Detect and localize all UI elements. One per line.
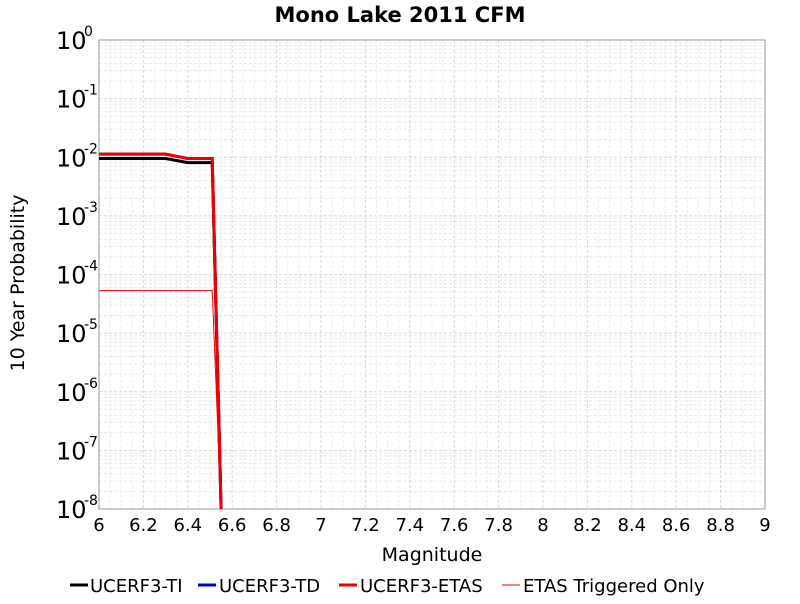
y-tick-label: 10-8 [56, 493, 98, 524]
x-axis-label: Magnitude [382, 544, 483, 566]
x-tick-label: 9 [759, 515, 770, 536]
x-tick-label: 6 [93, 515, 104, 536]
series-line-ucerf3-etas [99, 152, 223, 510]
x-tick-label: 6.8 [262, 515, 291, 536]
y-tick-label: 10-2 [56, 141, 98, 172]
y-tick-exponent: -1 [84, 83, 98, 99]
legend-item: UCERF3-ETAS [339, 576, 483, 597]
x-tick-label: 8.2 [573, 515, 602, 536]
y-tick-label: 10-1 [56, 83, 98, 114]
y-tick-exponent: -7 [84, 434, 98, 450]
y-tick-label: 10-6 [56, 376, 98, 407]
chart-title: Mono Lake 2011 CFM [275, 3, 526, 27]
y-axis-label: 10 Year Probability [7, 195, 29, 372]
y-tick-exponent: -2 [84, 141, 98, 157]
legend: UCERF3-TI UCERF3-TD UCERF3-ETAS ETAS Trigge… [70, 576, 705, 597]
y-tick-label: 10-7 [56, 434, 98, 465]
y-tick-label: 100 [56, 24, 93, 55]
x-axis-ticks: 6 6.2 6.4 6.6 6.8 7 7.2 7.4 7.6 7.8 8 8.2 8.4 8.6 8.8 9 [93, 515, 770, 536]
legend-label: ETAS Triggered Only [523, 576, 705, 597]
y-tick-exponent: -8 [84, 493, 98, 509]
x-tick-label: 8 [537, 515, 548, 536]
y-tick-label: 10-3 [56, 200, 98, 231]
x-tick-label: 7.2 [351, 515, 380, 536]
y-tick-exponent: 0 [84, 24, 93, 40]
x-tick-label: 8.8 [706, 515, 735, 536]
y-tick-exponent: -6 [84, 376, 98, 392]
x-tick-label: 7 [315, 515, 326, 536]
y-tick-exponent: -3 [84, 200, 98, 216]
y-tick-base: 10 [56, 144, 87, 172]
plot-area [98, 39, 766, 510]
y-tick-base: 10 [56, 27, 87, 55]
legend-item: UCERF3-TI [70, 576, 183, 597]
y-tick-base: 10 [56, 262, 87, 290]
series-layer [99, 152, 223, 510]
y-tick-base: 10 [56, 203, 87, 231]
legend-item: ETAS Triggered Only [502, 576, 705, 597]
y-tick-exponent: -4 [84, 259, 98, 275]
x-tick-label: 6.6 [218, 515, 247, 536]
y-tick-label: 10-4 [56, 259, 98, 290]
legend-label: UCERF3-TI [90, 576, 183, 597]
grid [99, 40, 765, 510]
y-tick-base: 10 [56, 496, 87, 524]
legend-item: UCERF3-TD [198, 576, 320, 597]
y-tick-exponent: -5 [84, 317, 98, 333]
y-tick-base: 10 [56, 437, 87, 465]
series-line-etas-triggered-only [99, 290, 222, 510]
legend-label: UCERF3-ETAS [360, 576, 483, 597]
y-tick-base: 10 [56, 379, 87, 407]
x-tick-label: 7.8 [484, 515, 513, 536]
x-tick-label: 7.6 [440, 515, 469, 536]
y-tick-base: 10 [56, 86, 87, 114]
legend-label: UCERF3-TD [219, 576, 320, 597]
x-tick-label: 7.4 [395, 515, 424, 536]
x-tick-label: 6.2 [129, 515, 158, 536]
y-tick-label: 10-5 [56, 317, 98, 348]
x-tick-label: 6.4 [173, 515, 202, 536]
y-tick-base: 10 [56, 320, 87, 348]
x-tick-label: 8.4 [617, 515, 646, 536]
x-tick-label: 8.6 [662, 515, 691, 536]
